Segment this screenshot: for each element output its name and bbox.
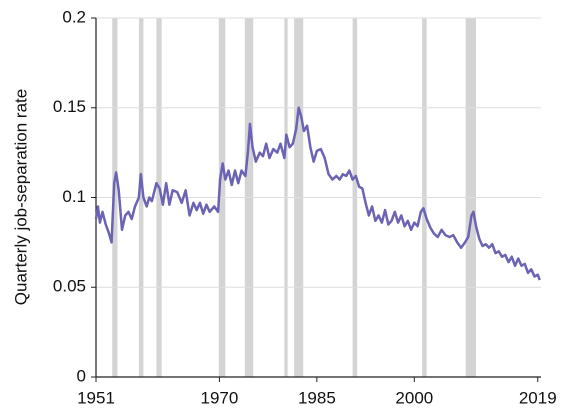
y-tick-label: 0 (77, 366, 86, 385)
x-tick-label: 2000 (395, 388, 433, 407)
x-tick-label: 1970 (201, 388, 239, 407)
x-tick-label: 1951 (77, 388, 115, 407)
y-tick-label: 0.1 (62, 187, 86, 206)
data-line (94, 106, 541, 281)
x-tick-label: 1985 (298, 388, 336, 407)
y-tick-label: 0.05 (53, 277, 86, 296)
y-axis-label: Quarterly job-separation rate (11, 89, 30, 305)
y-tick-label: 0.15 (53, 97, 86, 116)
x-tick-label: 2019 (519, 388, 557, 407)
y-tick-label: 0.2 (62, 7, 86, 26)
